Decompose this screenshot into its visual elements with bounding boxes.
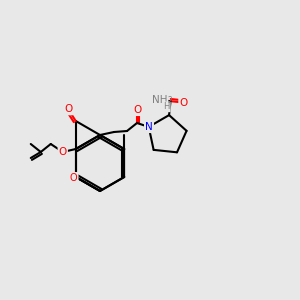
Text: O: O	[179, 98, 188, 107]
Text: O: O	[58, 147, 67, 157]
Text: H: H	[164, 102, 170, 111]
Text: O: O	[64, 104, 72, 114]
Text: 2: 2	[167, 96, 172, 105]
Text: NH: NH	[152, 95, 167, 105]
Text: O: O	[133, 105, 141, 115]
Text: N: N	[145, 122, 153, 132]
Text: N: N	[145, 122, 153, 132]
Text: O: O	[70, 173, 78, 183]
